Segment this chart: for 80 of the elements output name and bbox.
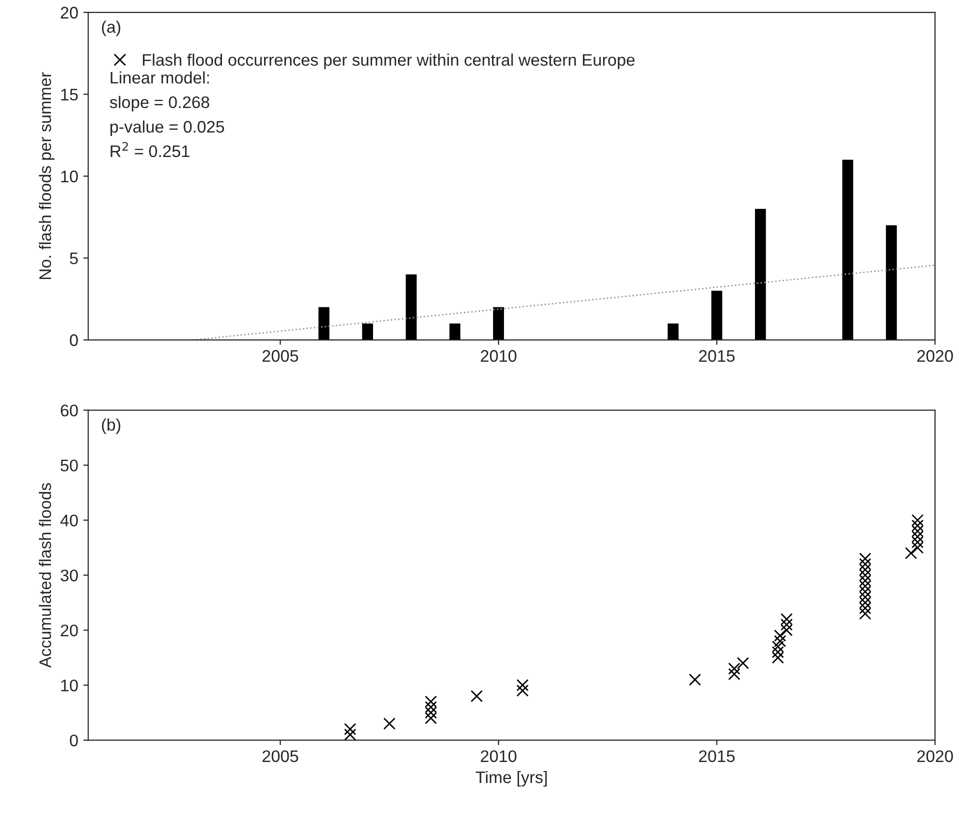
bar [449,324,460,340]
bar [711,290,722,340]
bar [668,324,679,340]
point [772,652,784,664]
x-tick-label: 2020 [917,350,953,362]
point [859,591,872,604]
point [859,586,872,598]
point [911,536,924,548]
point [344,723,356,736]
annotation: R$^{2}$ = 0.251 [110,142,190,158]
x-tick-label: 2015 [699,750,735,762]
x-axis-title: Time [yrs] [476,770,547,787]
point [859,552,872,565]
point [470,690,483,702]
x-tick-label: 2010 [480,750,516,762]
point [780,618,793,631]
y-tick-label: 40 [60,514,78,526]
point [859,574,872,587]
annotation: slope = 0.268 [110,96,210,112]
point [516,684,529,697]
annotation: (b) [102,418,120,434]
y-axis-title: No. flash floods per summer [38,72,54,279]
bar [842,160,854,340]
y-tick-label: 0 [70,734,78,746]
annotation: (a) [102,20,120,36]
point [424,701,437,714]
point [424,712,437,724]
point [424,696,437,708]
point [911,520,924,532]
point [904,547,918,560]
point [688,674,702,686]
y-tick-label: 30 [60,570,78,582]
point [383,718,396,730]
point [424,706,437,719]
x-tick-label: 2005 [262,350,298,362]
point [772,646,784,658]
x-tick-label: 2020 [917,750,953,762]
point [780,613,793,626]
point [859,596,872,609]
y-tick-label: 0 [70,334,78,346]
point [859,564,872,576]
x-tick-label: 2005 [262,750,298,762]
y-tick-label: 60 [60,404,78,416]
point [911,542,924,554]
point [911,514,924,526]
annotation: p-value = 0.025 [110,120,224,136]
bar [318,307,330,340]
point [728,668,740,680]
point [859,580,872,592]
point [911,530,924,543]
y-tick-label: 50 [60,460,78,472]
point [774,635,786,648]
point [772,640,784,653]
point [859,608,872,620]
point [736,657,750,670]
bar [754,208,766,340]
point [774,630,786,642]
y-tick-label: 20 [60,6,78,19]
point [859,558,872,570]
bar [362,324,374,340]
y-tick-label: 10 [61,170,78,182]
point [859,569,872,582]
y-tick-label: 20 [60,624,78,636]
x-tick-label: 2015 [699,350,735,362]
bar [406,274,417,340]
point [516,679,529,692]
y-tick-label: 10 [61,680,78,692]
point [859,602,872,614]
y-axis-title: Accumulated flash floods [38,483,52,668]
annotation: Linear model: [110,71,209,84]
point [780,624,793,636]
point [911,525,924,538]
y-tick-label: 15 [61,88,78,100]
legend-label: Flash flood occurrences per summer within central western Europe [142,54,635,70]
y-tick-label: 5 [70,252,78,264]
bar [886,225,897,340]
point [344,728,356,740]
point [728,662,740,675]
bar [493,307,504,340]
x-tick-label: 2010 [480,350,516,362]
